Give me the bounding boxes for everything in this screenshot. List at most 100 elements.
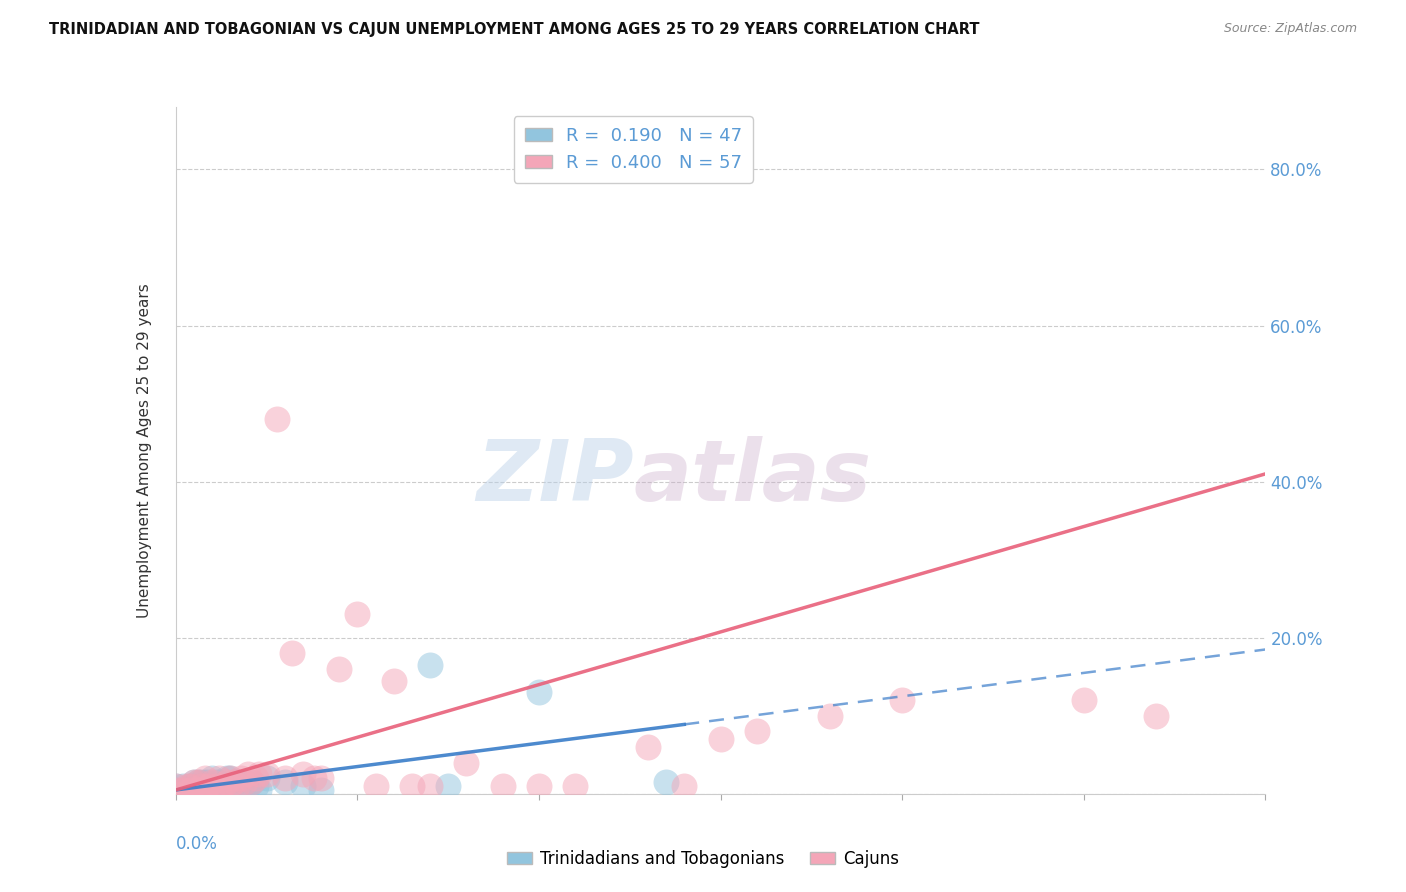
Point xyxy=(201,771,224,786)
Point xyxy=(818,708,841,723)
Point xyxy=(245,779,267,793)
Point xyxy=(186,775,209,789)
Point xyxy=(219,779,242,793)
Point xyxy=(274,775,297,789)
Point xyxy=(231,779,253,793)
Point xyxy=(194,783,217,797)
Point xyxy=(328,662,350,676)
Point xyxy=(233,775,256,789)
Text: 0.0%: 0.0% xyxy=(176,835,218,853)
Point xyxy=(165,787,187,801)
Point xyxy=(419,779,441,793)
Point xyxy=(247,783,270,797)
Point xyxy=(204,779,226,793)
Point xyxy=(194,775,217,789)
Point xyxy=(176,779,198,793)
Point xyxy=(215,775,238,789)
Point xyxy=(364,779,387,793)
Point xyxy=(197,779,219,793)
Point xyxy=(165,787,187,801)
Point xyxy=(179,779,201,793)
Point xyxy=(201,775,224,789)
Point xyxy=(309,771,332,786)
Point xyxy=(179,783,201,797)
Point xyxy=(186,775,209,789)
Text: Source: ZipAtlas.com: Source: ZipAtlas.com xyxy=(1223,22,1357,36)
Point xyxy=(226,775,249,789)
Point xyxy=(240,775,263,789)
Point xyxy=(208,771,231,786)
Point xyxy=(194,771,217,786)
Point xyxy=(194,779,217,793)
Point xyxy=(215,779,238,793)
Point xyxy=(222,775,245,789)
Text: atlas: atlas xyxy=(633,436,872,519)
Point xyxy=(197,775,219,789)
Point xyxy=(247,767,270,781)
Point xyxy=(186,783,209,797)
Point xyxy=(183,783,205,797)
Point xyxy=(492,779,515,793)
Point xyxy=(165,783,187,797)
Point xyxy=(172,783,194,797)
Point xyxy=(437,779,460,793)
Point xyxy=(165,779,187,793)
Point xyxy=(165,783,187,797)
Point xyxy=(564,779,586,793)
Point xyxy=(655,775,678,789)
Point xyxy=(710,732,733,747)
Point xyxy=(245,771,267,786)
Point xyxy=(291,779,314,793)
Point xyxy=(419,658,441,673)
Point xyxy=(745,724,768,739)
Point xyxy=(240,775,263,789)
Point xyxy=(179,783,201,797)
Point xyxy=(172,783,194,797)
Point xyxy=(219,771,242,786)
Point xyxy=(204,779,226,793)
Point xyxy=(208,783,231,797)
Point xyxy=(238,767,260,781)
Point xyxy=(201,783,224,797)
Point xyxy=(309,783,332,797)
Point xyxy=(673,779,696,793)
Point xyxy=(233,775,256,789)
Point xyxy=(183,775,205,789)
Point xyxy=(215,771,238,786)
Point xyxy=(266,412,288,426)
Point xyxy=(291,767,314,781)
Point xyxy=(891,693,914,707)
Point xyxy=(231,771,253,786)
Point xyxy=(281,646,304,660)
Point xyxy=(219,771,242,786)
Point xyxy=(190,779,212,793)
Point xyxy=(201,779,224,793)
Point xyxy=(1073,693,1095,707)
Point xyxy=(302,771,325,786)
Point xyxy=(186,783,209,797)
Point xyxy=(256,767,278,781)
Point xyxy=(208,783,231,797)
Point xyxy=(204,775,226,789)
Point xyxy=(222,775,245,789)
Point xyxy=(172,779,194,793)
Point xyxy=(346,607,368,622)
Legend: R =  0.190   N = 47, R =  0.400   N = 57: R = 0.190 N = 47, R = 0.400 N = 57 xyxy=(513,116,754,183)
Point xyxy=(197,779,219,793)
Point xyxy=(183,775,205,789)
Point xyxy=(212,779,235,793)
Point xyxy=(165,779,187,793)
Point xyxy=(456,756,478,770)
Point xyxy=(201,783,224,797)
Point xyxy=(256,771,278,786)
Y-axis label: Unemployment Among Ages 25 to 29 years: Unemployment Among Ages 25 to 29 years xyxy=(138,283,152,618)
Point xyxy=(219,779,242,793)
Point xyxy=(274,771,297,786)
Text: TRINIDADIAN AND TOBAGONIAN VS CAJUN UNEMPLOYMENT AMONG AGES 25 TO 29 YEARS CORRE: TRINIDADIAN AND TOBAGONIAN VS CAJUN UNEM… xyxy=(49,22,980,37)
Point xyxy=(637,740,659,755)
Point xyxy=(401,779,423,793)
Point xyxy=(226,779,249,793)
Point xyxy=(208,775,231,789)
Point xyxy=(238,779,260,793)
Point xyxy=(212,779,235,793)
